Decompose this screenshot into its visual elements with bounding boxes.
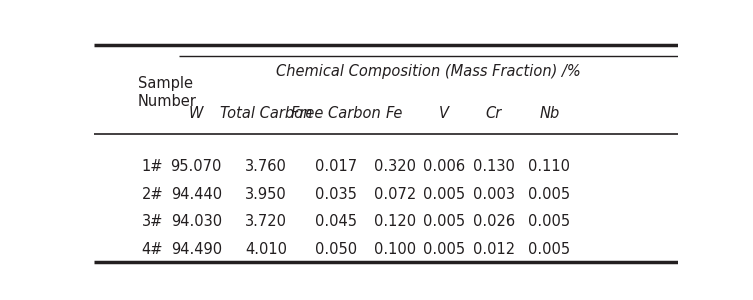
- Text: 0.110: 0.110: [529, 159, 570, 174]
- Text: 0.017: 0.017: [316, 159, 358, 174]
- Text: 4.010: 4.010: [245, 242, 288, 257]
- Text: 3#: 3#: [142, 214, 163, 230]
- Text: W: W: [189, 106, 203, 121]
- Text: 3.720: 3.720: [245, 214, 288, 230]
- Text: 0.006: 0.006: [423, 159, 465, 174]
- Text: 0.005: 0.005: [529, 242, 570, 257]
- Text: 1#: 1#: [142, 159, 163, 174]
- Text: 95.070: 95.070: [171, 159, 222, 174]
- Text: 0.035: 0.035: [316, 187, 357, 202]
- Text: 0.050: 0.050: [316, 242, 358, 257]
- Text: 4#: 4#: [142, 242, 163, 257]
- Text: 0.026: 0.026: [473, 214, 515, 230]
- Text: Total Carbon: Total Carbon: [220, 106, 312, 121]
- Text: 0.005: 0.005: [423, 187, 465, 202]
- Text: 0.045: 0.045: [316, 214, 358, 230]
- Text: 0.072: 0.072: [373, 187, 416, 202]
- Text: Nb: Nb: [539, 106, 559, 121]
- Text: Sample
Number: Sample Number: [138, 76, 197, 109]
- Text: Free Carbon: Free Carbon: [291, 106, 381, 121]
- Text: 0.005: 0.005: [423, 214, 465, 230]
- Text: 0.005: 0.005: [529, 214, 570, 230]
- Text: Chemical Composition (Mass Fraction) /%: Chemical Composition (Mass Fraction) /%: [276, 64, 581, 79]
- Text: V: V: [439, 106, 450, 121]
- Text: 0.130: 0.130: [473, 159, 515, 174]
- Text: 0.005: 0.005: [529, 187, 570, 202]
- Text: 0.003: 0.003: [473, 187, 515, 202]
- Text: 3.760: 3.760: [245, 159, 287, 174]
- Text: 94.440: 94.440: [171, 187, 222, 202]
- Text: 0.320: 0.320: [373, 159, 416, 174]
- Text: 0.012: 0.012: [473, 242, 515, 257]
- Text: 0.120: 0.120: [373, 214, 416, 230]
- Text: 3.950: 3.950: [245, 187, 287, 202]
- Text: 2#: 2#: [142, 187, 163, 202]
- Text: 0.005: 0.005: [423, 242, 465, 257]
- Text: 0.100: 0.100: [373, 242, 416, 257]
- Text: 94.030: 94.030: [171, 214, 222, 230]
- Text: Cr: Cr: [486, 106, 502, 121]
- Text: Fe: Fe: [386, 106, 404, 121]
- Text: 94.490: 94.490: [171, 242, 222, 257]
